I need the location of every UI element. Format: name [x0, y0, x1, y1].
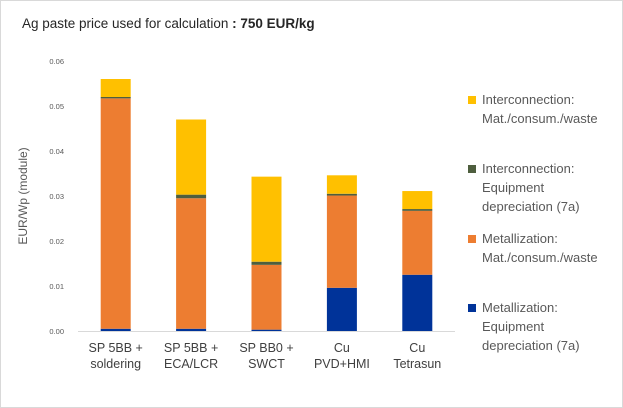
bar-segment [402, 209, 433, 211]
bar-segment [326, 195, 357, 288]
x-tick-label: SP 5BB + [164, 341, 218, 355]
legend-label: depreciation (7a) [482, 338, 580, 353]
legend-swatch [468, 304, 476, 312]
y-axis-title: EUR/Wp (module) [16, 147, 30, 244]
x-tick-label: Tetrasun [393, 357, 441, 371]
chart-title: Ag paste price used for calculation : 75… [22, 16, 315, 31]
bar-segment [251, 261, 282, 265]
y-tick-label: 0.00 [49, 327, 64, 336]
legend-label: Interconnection: [482, 92, 575, 107]
bar-segment [326, 287, 357, 331]
y-tick-label: 0.06 [49, 57, 64, 66]
title-separator: : [228, 16, 241, 31]
y-tick-label: 0.02 [49, 237, 64, 246]
legend-swatch [468, 235, 476, 243]
legend-label: Equipment [482, 319, 545, 334]
y-tick-label: 0.05 [49, 102, 64, 111]
x-tick-label: ECA/LCR [164, 357, 218, 371]
bar-segment [251, 329, 282, 331]
x-tick-label: SP BB0 + [239, 341, 293, 355]
bar-segment [251, 264, 282, 330]
bar-segment [251, 176, 282, 262]
bar-segment [326, 193, 357, 196]
x-tick-label: SWCT [248, 357, 285, 371]
bar-segment [176, 119, 207, 195]
bar-segment [100, 328, 131, 331]
legend-label: Equipment [482, 180, 545, 195]
legend-label: Metallization: [482, 300, 558, 315]
legend-swatch [468, 96, 476, 104]
x-tick-label: Cu [334, 341, 350, 355]
legend-label: Interconnection: [482, 161, 575, 176]
bar-segment [326, 175, 357, 194]
legend-label: Mat./consum./waste [482, 111, 598, 126]
bar-segment [402, 191, 433, 210]
bar-segment [176, 328, 207, 331]
bar-segment [402, 210, 433, 275]
y-tick-label: 0.01 [49, 282, 64, 291]
bar-segment [176, 198, 207, 329]
y-tick-label: 0.04 [49, 147, 64, 156]
legend-swatch [468, 165, 476, 173]
y-tick-label: 0.03 [49, 192, 64, 201]
x-tick-label: soldering [90, 357, 141, 371]
x-tick-label: SP 5BB + [89, 341, 143, 355]
title-value: 750 EUR/kg [240, 16, 315, 31]
bar-segment [176, 194, 207, 199]
bar-segment [100, 98, 131, 329]
bar-segment [100, 97, 131, 99]
title-prefix: Ag paste price used for calculation [22, 16, 229, 31]
bar-segment [100, 79, 131, 97]
legend-label: Metallization: [482, 231, 558, 246]
legend-label: Mat./consum./waste [482, 250, 598, 265]
x-tick-label: PVD+HMI [314, 357, 370, 371]
x-tick-label: Cu [409, 341, 425, 355]
legend-label: depreciation (7a) [482, 199, 580, 214]
bar-segment [402, 274, 433, 331]
